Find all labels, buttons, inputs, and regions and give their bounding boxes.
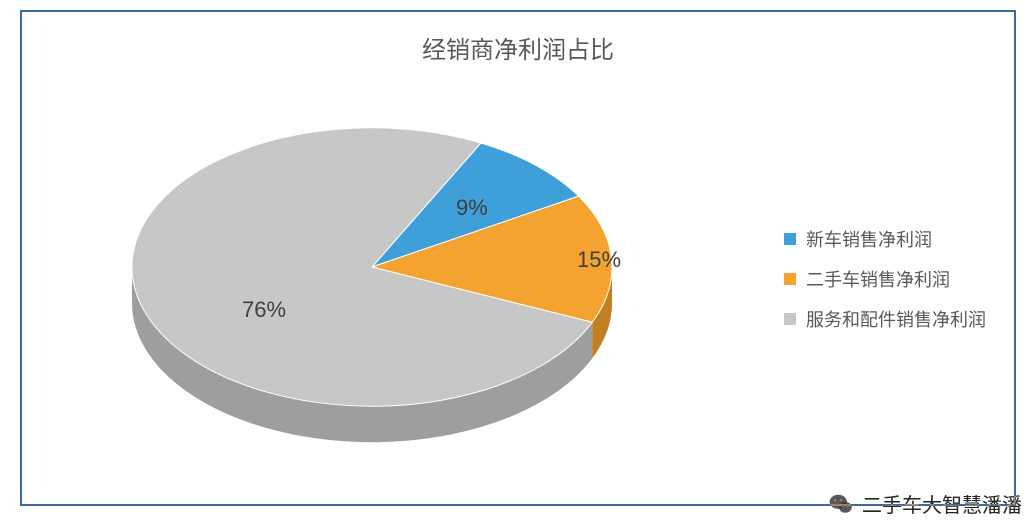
- wechat-icon: [828, 491, 854, 517]
- chart-title: 经销商净利润占比: [22, 30, 1014, 65]
- watermark-text: 二手车大智慧潘潘: [862, 489, 1022, 518]
- legend-swatch: [784, 273, 796, 285]
- legend: 新车销售净利润二手车销售净利润服务和配件销售净利润: [784, 212, 986, 346]
- slice-label: 15%: [577, 247, 621, 273]
- legend-item: 服务和配件销售净利润: [784, 306, 986, 332]
- pie-svg: [92, 92, 652, 472]
- pie-chart: 9% 15% 76%: [92, 92, 652, 472]
- slice-label: 76%: [242, 297, 286, 323]
- watermark: 二手车大智慧潘潘: [828, 489, 1022, 518]
- chart-frame: 经销商净利润占比 9% 15% 76% 新车销售净利润二手车销售净利润服务和配件销售…: [20, 10, 1016, 506]
- page-root: 经销商净利润占比 9% 15% 76% 新车销售净利润二手车销售净利润服务和配件销售…: [0, 0, 1036, 526]
- legend-item: 二手车销售净利润: [784, 266, 986, 292]
- legend-swatch: [784, 313, 796, 325]
- legend-label: 服务和配件销售净利润: [806, 306, 986, 332]
- legend-swatch: [784, 233, 796, 245]
- legend-item: 新车销售净利润: [784, 226, 986, 252]
- slice-label: 9%: [456, 195, 488, 221]
- legend-label: 二手车销售净利润: [806, 266, 950, 292]
- legend-label: 新车销售净利润: [806, 226, 932, 252]
